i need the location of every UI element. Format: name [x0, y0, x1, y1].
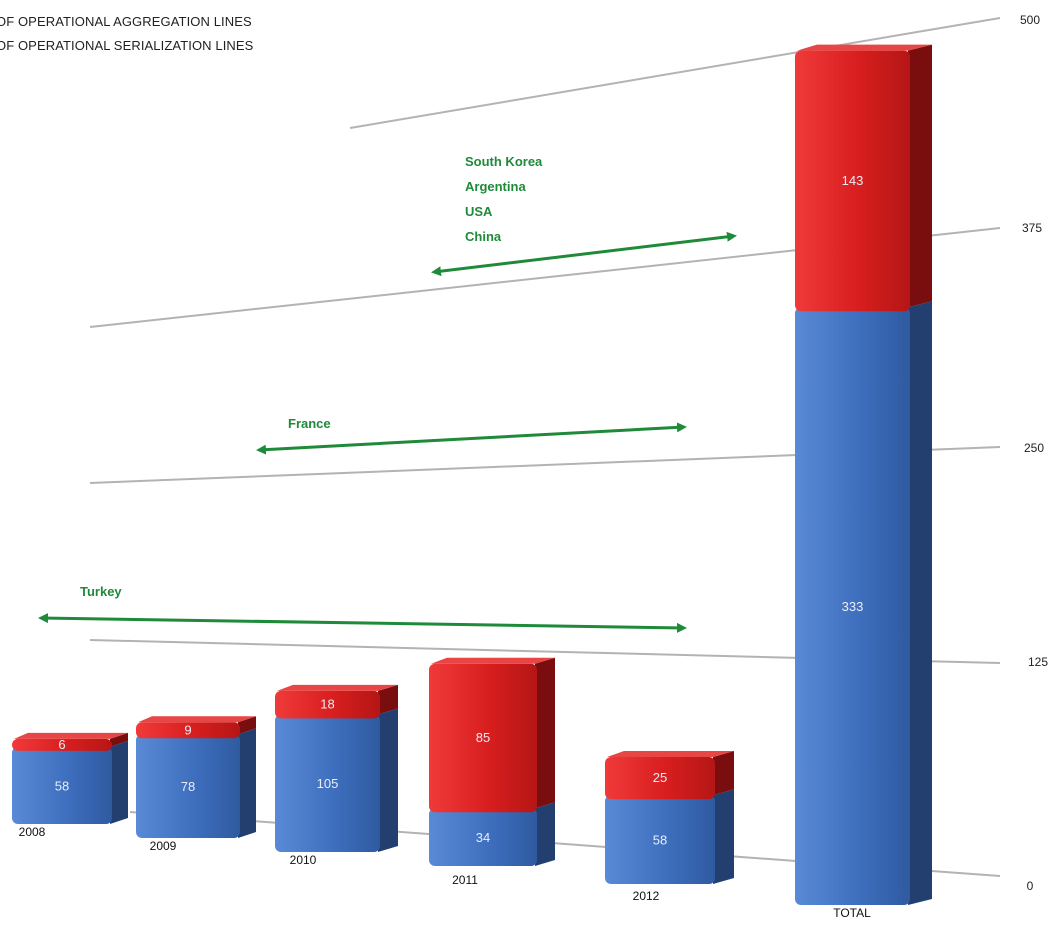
y-tick-label: 250: [1024, 441, 1044, 455]
bar-2011: 34 85: [429, 658, 555, 866]
y-axis-ticks: 0 125 250 375 500: [1020, 13, 1048, 893]
bar-side-serialization: [378, 708, 398, 852]
category-label: 2008: [19, 825, 46, 839]
bar-side-serialization: [535, 802, 555, 866]
value-label-aggregation: 85: [476, 730, 490, 745]
value-label-serialization: 333: [842, 599, 864, 614]
bar-top-face: [607, 751, 734, 757]
annotation-label-south-korea: South Korea: [465, 154, 543, 169]
category-label: 2012: [633, 889, 660, 903]
bar-top-face: [431, 658, 555, 664]
country-annotations: South Korea Argentina USA China France T…: [41, 154, 734, 628]
bar-side-serialization: [908, 301, 932, 905]
category-label: 2010: [290, 853, 317, 867]
range-arrow-group-3: [41, 618, 684, 628]
bars: 58 6 78 9 105 18 34 85 58 25 333 143: [12, 45, 932, 905]
bar-2012: 58 25: [605, 751, 734, 884]
bar-side-aggregation: [713, 751, 734, 795]
category-label: 2011: [452, 873, 478, 887]
bar-top-face: [277, 685, 398, 691]
value-label-aggregation: 6: [58, 737, 65, 752]
y-tick-label: 500: [1020, 13, 1040, 27]
value-label-aggregation: 25: [653, 770, 667, 785]
bar-side-serialization: [238, 728, 256, 838]
annotation-label-turkey: Turkey: [80, 584, 122, 599]
annotation-label-argentina: Argentina: [465, 179, 526, 194]
y-tick-label: 125: [1028, 655, 1048, 669]
bar-2009: 78 9: [136, 716, 256, 838]
category-label: TOTAL: [833, 906, 871, 920]
value-label-serialization: 105: [317, 776, 339, 791]
legend-entry-serialization: OF OPERATIONAL SERIALIZATION LINES: [0, 38, 254, 53]
value-label-aggregation: 9: [184, 722, 191, 737]
legend: OF OPERATIONAL AGGREGATION LINES OF OPER…: [0, 14, 254, 53]
legend-entry-aggregation: OF OPERATIONAL AGGREGATION LINES: [0, 14, 252, 29]
annotation-label-france: France: [288, 416, 331, 431]
bar-top-face: [14, 733, 128, 739]
value-label-serialization: 78: [181, 779, 195, 794]
value-label-aggregation: 143: [842, 173, 864, 188]
bar-2008: 58 6: [12, 733, 128, 824]
bar-side-aggregation: [535, 658, 555, 809]
annotation-label-china: China: [465, 229, 502, 244]
bar-TOTAL: 333 143: [795, 45, 932, 905]
y-tick-label: 375: [1022, 221, 1042, 235]
annotation-label-usa: USA: [465, 204, 493, 219]
bar-side-serialization: [110, 741, 128, 824]
y-tick-label: 0: [1027, 879, 1034, 893]
bar-2010: 105 18: [275, 685, 398, 852]
value-label-aggregation: 18: [320, 697, 334, 712]
bar-side-serialization: [713, 789, 734, 884]
value-label-serialization: 34: [476, 830, 490, 845]
bar-top-face: [138, 716, 256, 722]
category-label: 2009: [150, 839, 177, 853]
bar-side-aggregation: [908, 45, 932, 308]
value-label-serialization: 58: [55, 778, 69, 793]
value-label-serialization: 58: [653, 833, 667, 848]
